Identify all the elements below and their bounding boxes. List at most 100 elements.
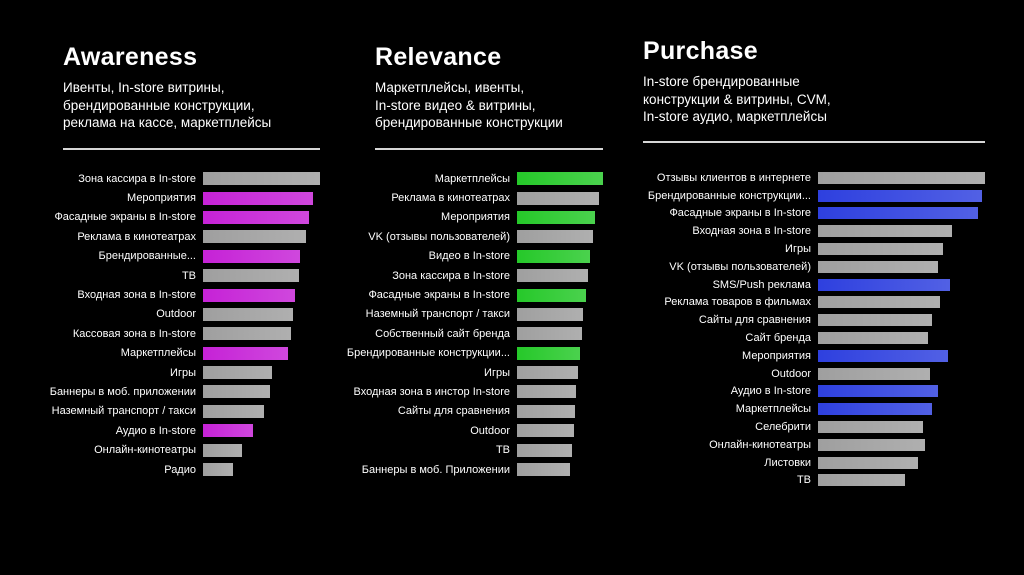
highlighted-bar xyxy=(517,346,580,360)
bar xyxy=(517,307,584,321)
highlighted-bar xyxy=(818,349,949,362)
bar-track xyxy=(203,269,320,283)
bar xyxy=(517,230,593,244)
bar-label: Кассовая зона в In-store xyxy=(72,327,196,340)
divider-purchase xyxy=(643,141,985,143)
bar-label: Мероприятия xyxy=(441,211,510,224)
bar xyxy=(203,307,294,321)
bar xyxy=(517,424,574,438)
chart-row: Онлайн-кинотеатры xyxy=(643,436,985,454)
chart-subtitle-purchase: In-store брендированные конструкции & ви… xyxy=(643,74,831,124)
bar-label: Брендированные конструкции... xyxy=(647,189,811,202)
chart-row: VK (отзывы пользователей) xyxy=(368,227,603,246)
bar-track xyxy=(517,385,603,399)
bar xyxy=(818,260,939,273)
bar-label: Аудио в In-store xyxy=(115,424,196,437)
bar-label: Зона кассира в In-store xyxy=(392,269,510,282)
bar-label: Входная зона в In-store xyxy=(692,225,811,238)
bar-label: Фасадные экраны в In-store xyxy=(368,289,510,302)
bar xyxy=(818,367,930,380)
bar-label: Радио xyxy=(164,463,196,476)
bar-label: Outdoor xyxy=(470,424,510,437)
chart-row: Сайты для сравнения xyxy=(643,311,985,329)
chart-row: Мероприятия xyxy=(643,347,985,365)
bar xyxy=(517,443,573,457)
chart-row: Outdoor xyxy=(375,421,603,440)
divider-awareness xyxy=(63,148,320,150)
bar xyxy=(818,332,929,345)
chart-subtitle-relevance: Маркетплейсы, ивенты, In-store видео & в… xyxy=(375,80,563,130)
chart-row: Зона кассира в In-store xyxy=(375,266,603,285)
bar-track xyxy=(203,327,320,341)
highlighted-bar xyxy=(203,346,289,360)
bar-track xyxy=(203,172,320,186)
chart-title-purchase: Purchase xyxy=(643,37,758,65)
bar-label: Входная зона в In-store xyxy=(77,289,196,302)
bar-label: ТВ xyxy=(495,444,510,457)
chart-row: Реклама в кинотеатрах xyxy=(63,227,320,246)
bar-track xyxy=(203,385,320,399)
awareness-header: Awareness Ивенты, In-store витрины, брен… xyxy=(63,44,320,148)
awareness-bar-chart: Зона кассира в In-store Мероприятия Фасадн… xyxy=(50,169,320,479)
chart-row: ТВ xyxy=(375,440,603,459)
bar-label: Брендированные конструкции... xyxy=(346,347,510,360)
bar xyxy=(517,463,571,477)
bar xyxy=(818,314,932,327)
bar-track xyxy=(818,296,985,309)
bar xyxy=(818,474,905,487)
bar xyxy=(818,421,924,434)
highlighted-bar xyxy=(517,172,603,186)
bar-track xyxy=(818,456,985,469)
bar-track xyxy=(517,249,603,263)
bar-label: Собственный сайт бренда xyxy=(375,327,510,340)
bar-label: Outdoor xyxy=(156,308,196,321)
highlighted-bar xyxy=(517,288,586,302)
chart-title-relevance: Relevance xyxy=(375,43,502,71)
bar-label: Маркетплейсы xyxy=(120,347,196,360)
bar-track xyxy=(517,443,603,457)
bar-track xyxy=(818,243,985,256)
chart-row: Фасадные экраны в In-store xyxy=(643,205,985,223)
bar-track xyxy=(517,191,603,205)
chart-row: Зона кассира в In-store xyxy=(63,169,320,188)
bar-track xyxy=(517,346,603,360)
bar-track xyxy=(203,443,320,457)
bar xyxy=(517,327,582,341)
bar-track xyxy=(203,230,320,244)
bar-track xyxy=(818,385,985,398)
chart-row: Маркетплейсы xyxy=(643,400,985,418)
bar-track xyxy=(517,307,603,321)
bar-label: Сайты для сравнения xyxy=(698,314,811,327)
chart-row: Реклама в кинотеатрах xyxy=(375,188,603,207)
bar-track xyxy=(517,172,603,186)
bar-label: Аудио в In-store xyxy=(730,385,811,398)
bar-label: ТВ xyxy=(796,474,811,487)
chart-subtitle-awareness: Ивенты, In-store витрины, брендированные… xyxy=(63,80,272,130)
highlighted-bar xyxy=(818,385,939,398)
bar-track xyxy=(818,225,985,238)
chart-row: Собственный сайт бренда xyxy=(375,324,603,343)
bar-label: Отзывы клиентов в интернете xyxy=(656,171,811,184)
chart-row: Входная зона в инстор In-store xyxy=(354,382,603,401)
chart-row: Радио xyxy=(63,460,320,479)
bar-track xyxy=(517,366,603,380)
highlighted-bar xyxy=(818,403,932,416)
bar-track xyxy=(818,403,985,416)
bar-track xyxy=(818,207,985,220)
bar-track xyxy=(818,367,985,380)
bar xyxy=(203,463,234,477)
chart-row: Сайт бренда xyxy=(643,329,985,347)
chart-row: Входная зона в In-store xyxy=(63,285,320,304)
bar-label: Видео в In-store xyxy=(428,250,510,263)
bar xyxy=(203,404,264,418)
bar-track xyxy=(818,314,985,327)
bar xyxy=(203,269,299,283)
highlighted-bar xyxy=(517,210,596,224)
purchase-section: Purchase In-store брендированные констру… xyxy=(643,38,985,489)
bar xyxy=(203,172,320,186)
bar-track xyxy=(203,288,320,302)
bar-track xyxy=(517,463,603,477)
chart-row: ТВ xyxy=(643,472,985,490)
highlighted-bar xyxy=(203,424,254,438)
relevance-bar-chart: Маркетплейсы Реклама в кинотеатрах Меропри… xyxy=(346,169,603,479)
